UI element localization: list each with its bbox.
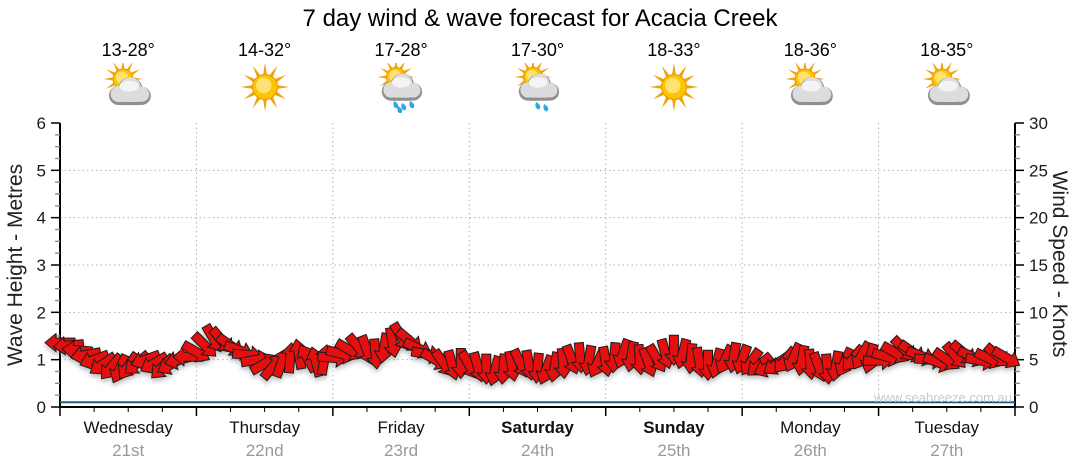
- date-label: 23rd: [384, 441, 419, 460]
- day-temp: 18-36°: [783, 40, 837, 60]
- wave-tick-label: 6: [37, 114, 46, 133]
- wave-tick-label: 2: [37, 303, 46, 322]
- right-axis-label: Wind Speed - Knots: [1048, 170, 1071, 358]
- sun-cloud-drizzle-icon: [514, 58, 559, 112]
- wind-arrow: [990, 345, 1021, 369]
- day-label: Saturday: [501, 418, 574, 437]
- day-weather: [239, 62, 291, 118]
- wind-tick-label: 20: [1029, 209, 1048, 228]
- sun-cloud-icon: [922, 59, 970, 106]
- watermark: www.seabreeze.com.au: [873, 390, 1012, 405]
- day-temp: 18-35°: [920, 40, 974, 60]
- day-weather: [375, 58, 427, 118]
- wind-direction-arrows: [44, 320, 1021, 387]
- day-temp: 18-33°: [647, 40, 701, 60]
- day-label: Thursday: [229, 418, 301, 437]
- wind-tick-label: 10: [1029, 303, 1048, 322]
- sun-cloud-icon: [103, 59, 152, 106]
- left-axis-label: Wave Height - Metres: [4, 163, 27, 367]
- day-temp: 17-30°: [510, 40, 565, 60]
- day-temp: 14-32°: [238, 40, 292, 60]
- wind-tick-label: 30: [1029, 114, 1048, 133]
- day-weather: [512, 58, 564, 118]
- date-label: 22nd: [245, 441, 284, 460]
- wind-tick-label: 25: [1029, 161, 1048, 180]
- date-label: 21st: [112, 441, 145, 460]
- wave-tick-label: 0: [37, 398, 46, 417]
- date-label: 24th: [520, 441, 555, 460]
- sunny-icon: [240, 62, 290, 112]
- day-weather: [102, 59, 154, 118]
- day-label: Friday: [377, 418, 425, 437]
- day-label: Tuesday: [914, 418, 980, 437]
- wind-tick-label: 15: [1029, 256, 1048, 275]
- sunny-icon: [649, 62, 699, 112]
- sun-cloud-icon: [785, 59, 834, 106]
- day-weather: [784, 59, 836, 118]
- chart-title: 7 day wind & wave forecast for Acacia Cr…: [302, 5, 778, 32]
- day-label: Wednesday: [83, 418, 173, 437]
- wind-tick-label: 5: [1029, 351, 1038, 370]
- sun-cloud-rain-icon: [377, 58, 423, 114]
- wave-tick-label: 3: [37, 256, 46, 275]
- date-label: 27th: [930, 441, 964, 460]
- day-temp: 13-28°: [101, 40, 155, 60]
- date-label: 25th: [657, 441, 691, 460]
- wave-tick-label: 5: [37, 161, 46, 180]
- date-label: 26th: [793, 441, 827, 460]
- day-label: Monday: [780, 418, 841, 437]
- day-weather: [921, 59, 973, 118]
- day-weather: [648, 62, 700, 118]
- day-temp: 17-28°: [374, 40, 428, 60]
- wind-tick-label: 0: [1029, 398, 1038, 417]
- day-label: Sunday: [643, 418, 705, 437]
- wave-tick-label: 1: [37, 351, 46, 370]
- wave-tick-label: 4: [37, 209, 46, 228]
